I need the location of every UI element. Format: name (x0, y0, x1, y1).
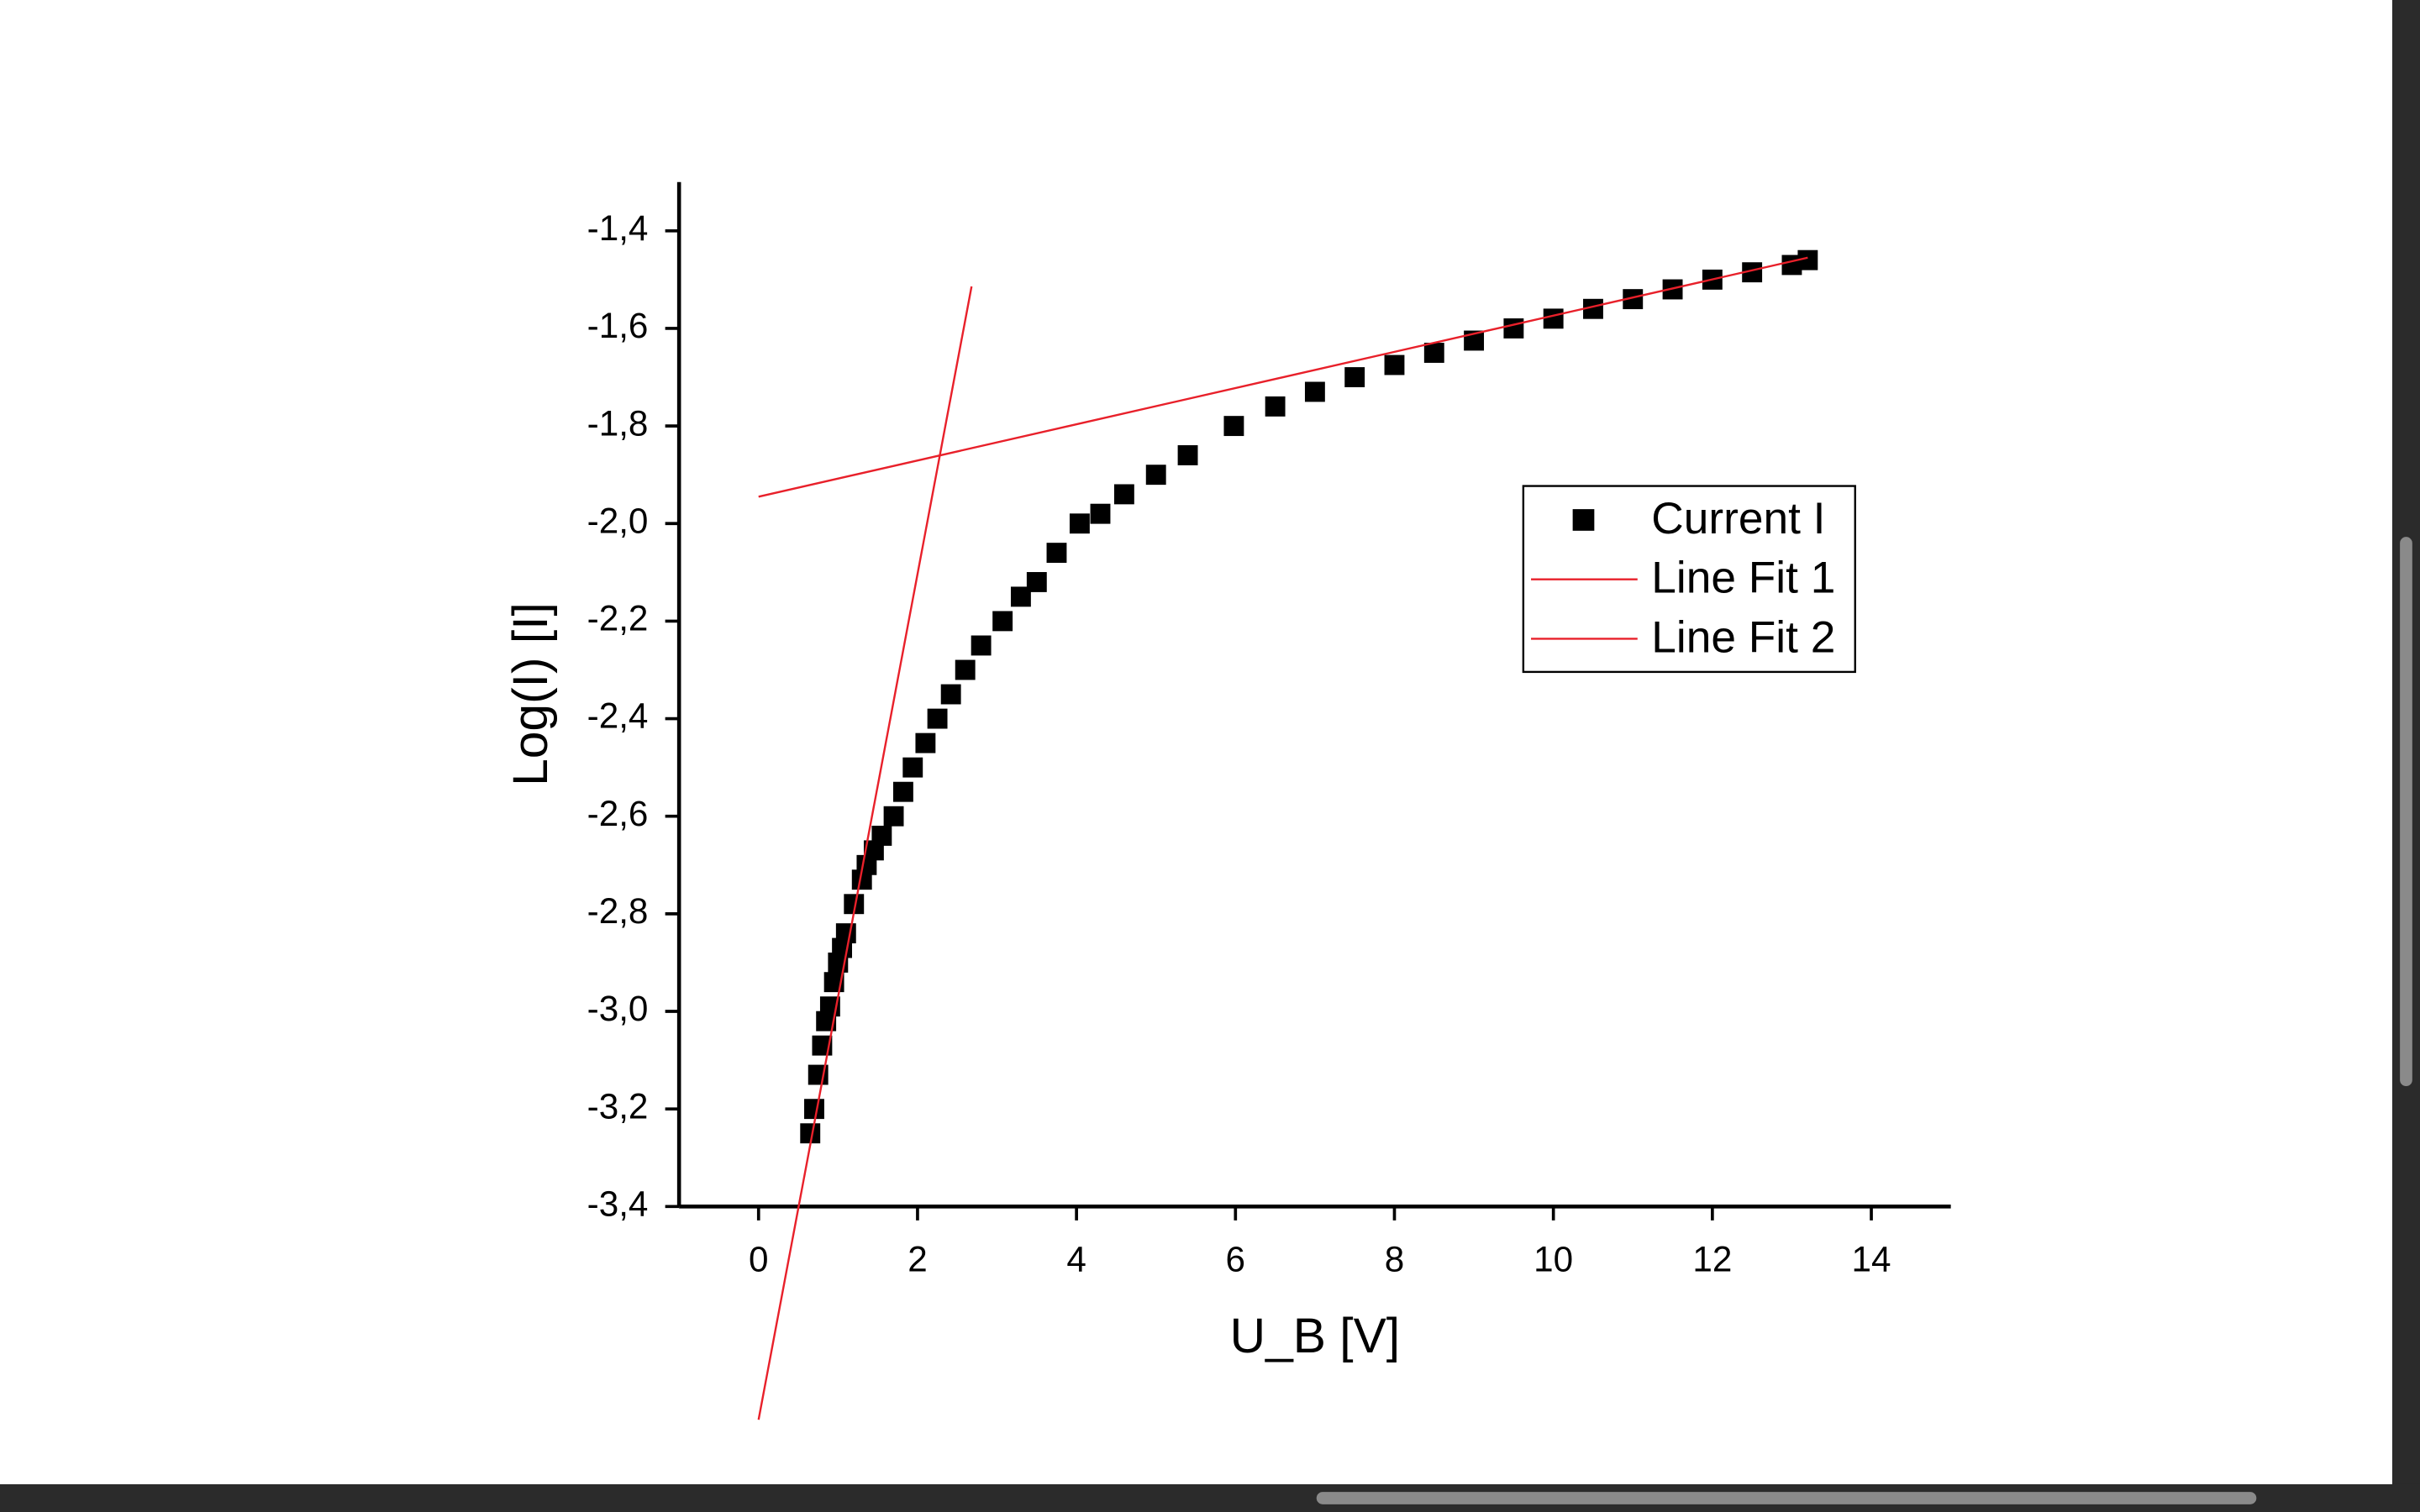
data-point (1384, 354, 1405, 375)
fit-line (757, 286, 973, 1420)
data-point (835, 923, 856, 944)
data-point (871, 826, 892, 846)
y-tick-label: -2,0 (587, 501, 649, 540)
data-point (902, 757, 923, 778)
y-tick-label: -3,0 (587, 989, 649, 1028)
data-point (1543, 308, 1564, 329)
y-tick-label: -3,2 (587, 1086, 649, 1126)
data-point (955, 659, 976, 680)
data-point (883, 806, 904, 827)
legend-marker (1572, 509, 1595, 531)
x-tick-label: 2 (908, 1240, 927, 1279)
horizontal-scrollbar-thumb[interactable] (1316, 1492, 2257, 1504)
data-point (915, 732, 936, 753)
y-tick-label: -2,6 (587, 794, 649, 833)
data-point (800, 1123, 821, 1144)
plot-area (757, 249, 1818, 1420)
data-point (1145, 465, 1166, 486)
data-point (892, 781, 913, 802)
data-point (927, 708, 948, 729)
legend-label: Line Fit 2 (1651, 612, 1835, 662)
legend-label: Current I (1651, 494, 1825, 543)
data-point (1026, 572, 1047, 592)
data-point (804, 1099, 824, 1120)
x-tick-label: 4 (1066, 1240, 1086, 1279)
data-point (1069, 513, 1090, 534)
y-tick-label: -2,8 (587, 891, 649, 931)
data-point (1010, 586, 1031, 607)
x-tick-label: 0 (749, 1240, 769, 1279)
data-point (1304, 381, 1325, 402)
y-tick-label: -2,2 (587, 599, 649, 638)
y-tick-label: -1,6 (587, 306, 649, 345)
x-tick-label: 14 (1852, 1240, 1891, 1279)
data-point (844, 894, 865, 915)
data-point (1344, 367, 1365, 387)
data-point (1223, 416, 1244, 437)
y-tick-label: -1,8 (587, 403, 649, 443)
x-axis-title: U_B [V] (1230, 1309, 1401, 1363)
y-tick-label: -2,4 (587, 696, 649, 736)
x-tick-label: 10 (1534, 1240, 1573, 1279)
data-point (992, 611, 1013, 632)
data-point (1583, 298, 1603, 319)
y-tick-label: -3,4 (587, 1184, 649, 1223)
data-point (1742, 262, 1763, 283)
data-point (971, 635, 992, 656)
data-point (1046, 543, 1067, 564)
data-point (1503, 318, 1524, 339)
data-point (1177, 445, 1198, 465)
y-tick-label: -1,4 (587, 208, 649, 248)
x-tick-label: 6 (1226, 1240, 1246, 1279)
data-point (1090, 503, 1111, 524)
data-point (1797, 249, 1818, 270)
vertical-scrollbar-thumb[interactable] (2400, 537, 2412, 1087)
x-tick-label: 8 (1385, 1240, 1404, 1279)
fit-line (758, 256, 1808, 498)
legend-label: Line Fit 1 (1651, 554, 1835, 603)
data-point (1623, 289, 1644, 310)
data-point (1423, 343, 1444, 363)
data-point (1265, 396, 1286, 417)
data-point (940, 684, 961, 705)
x-tick-label: 12 (1692, 1240, 1732, 1279)
data-point (1113, 484, 1134, 505)
y-axis-title: Log(I) [I] (503, 602, 558, 786)
